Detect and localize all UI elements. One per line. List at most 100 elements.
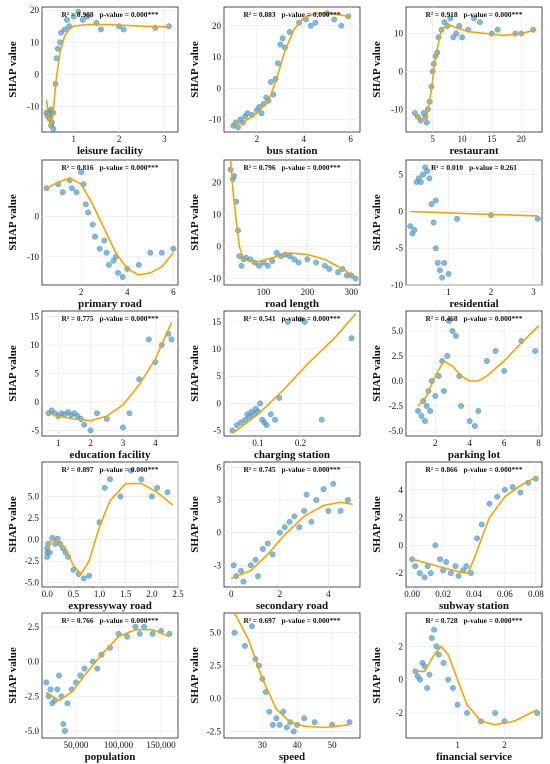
y-tick-label: -2 [396,568,404,578]
data-point [117,493,124,500]
y-tick-label: 2 [399,513,404,523]
data-point [238,262,245,269]
x-tick-label: 6 [171,287,176,297]
data-point [290,728,297,735]
data-point [331,16,338,23]
y-tick-label: 5 [399,170,404,180]
data-point [73,189,80,196]
data-point [126,410,133,417]
x-tick-label: 4 [326,589,331,599]
data-point [447,15,454,22]
data-point [437,556,443,563]
data-point [428,635,435,641]
data-point [463,563,470,570]
y-axis-label: SHAP value [371,496,383,553]
data-point [427,408,434,414]
y-tick-label: -2.5 [25,556,40,566]
data-point [284,318,291,325]
data-point [238,419,244,426]
p-value-text: p-value = 0.000*** [282,616,341,625]
y-tick-label: 0 [35,69,40,79]
panel-frame [405,159,543,286]
data-point [423,403,430,409]
x-tick-label: 6 [348,134,353,144]
r2-text: R² = 0.866 [425,465,457,474]
x-tick-label: 1 [71,134,76,144]
x-axis-label: bus station [266,145,317,157]
fit-curve [46,177,175,276]
y-tick-label: 5.0 [210,628,222,638]
data-point [58,29,64,36]
y-tick-label: 10 [212,209,222,219]
p-value-text: p-value = 0.000*** [100,163,159,172]
data-point [417,676,423,683]
data-point [494,493,501,500]
fit-curve [233,12,351,127]
data-point [258,110,265,117]
data-point [115,270,121,276]
y-tick-label: 4 [399,485,404,495]
r2-text: R² = 0.775 [61,314,93,323]
fit-curve [233,612,350,729]
data-point [89,221,96,228]
x-tick-label: 2.0 [146,589,158,599]
y-axis-label: SHAP value [7,496,19,553]
x-axis-label: parking lot [448,449,501,461]
y-axis-label: SHAP value [7,647,19,704]
x-tick-label: 3 [531,287,536,297]
stats-annotation: R² = 0.766 p-value = 0.000*** [61,616,158,625]
r2-text: R² = 0.908 [61,10,93,19]
data-point [54,686,61,693]
data-point [439,274,446,281]
x-tick-label: 4 [153,438,158,448]
data-point [47,686,54,693]
data-point [445,271,452,277]
data-point [492,348,499,354]
data-point [330,480,337,487]
stats-annotation: R² = 0.468 p-value = 0.000*** [425,314,522,323]
data-point [445,676,452,683]
data-point [422,418,428,424]
data-point [64,700,71,707]
data-point [415,408,421,414]
data-point [257,400,264,407]
y-tick-label: 20 [30,5,40,15]
x-axis-label: speed [279,751,305,763]
y-tick-label: 10 [394,29,404,39]
panel-6: 1 2 3 -10 -5 0 5 residential SHAP value R² = 0.01… [371,159,543,310]
x-tick-label: 0.02 [435,589,451,599]
x-tick-label: 1.5 [120,589,132,599]
y-tick-label: -10 [27,252,39,262]
x-axis-label: secondary road [256,600,328,612]
data-point [424,685,431,691]
x-tick-label: 50 [328,740,338,750]
x-tick-label: 300 [344,287,358,297]
y-tick-label: -10 [391,104,403,114]
y-axis-label: SHAP value [189,647,201,704]
data-point [107,476,113,483]
y-tick-label: -5.0 [25,726,40,736]
data-point [434,260,441,266]
data-point [477,19,483,26]
data-point [423,119,430,126]
x-axis-label: education facility [70,449,151,461]
y-axis-label: SHAP value [189,345,201,402]
data-point [81,665,88,672]
r2-text: R² = 0.010 [431,163,463,172]
r2-text: R² = 0.796 [243,163,275,172]
panel-14: 30 40 50 -2.5 0.0 2.5 5.0 speed SHAP value R² = 0… [189,612,361,763]
y-tick-label: 3 [217,495,222,505]
data-point [509,484,516,490]
data-point [135,261,142,268]
data-point [120,424,126,431]
y-tick-label: 0.0 [28,535,40,545]
p-value-text: p-value = 0.000*** [282,465,341,474]
data-point [230,562,237,569]
data-point [56,672,62,679]
y-tick-label: 0 [217,528,222,538]
data-point [447,570,454,577]
data-point [430,219,437,226]
y-tick-label: 0.0 [392,376,404,386]
panel-2: 2 4 6 -10 0 10 20 bus station SHAP value R² = 0.8… [189,6,361,157]
data-point [248,623,255,630]
